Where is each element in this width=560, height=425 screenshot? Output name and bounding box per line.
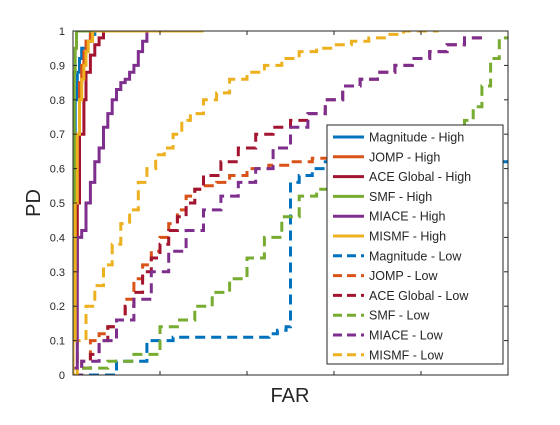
y-tick-label: 0.6 [50,164,65,176]
legend-box [326,124,504,365]
y-tick-label: 0.8 [50,95,65,107]
y-axis-label: PD [23,189,45,217]
legend-label-mismf-high: MISMF - High [369,230,446,244]
legend-label-jomp-low: JOMP - Low [369,269,439,283]
y-tick-label: 0.4 [50,232,65,244]
series-line-miace-low [73,36,482,375]
y-tick-label: 0 [59,370,65,382]
series-line-magnitude-low [73,160,508,375]
ticks-layer: 0 0.1 0.2 0.3 0.4 0.5 0.6 0.7 0.8 0.9 1 [50,26,509,382]
legend-label-jomp-high: JOMP - High [369,150,440,164]
y-tick-label: 1 [59,26,65,38]
legend-label-miace-low: MIACE - Low [369,329,444,343]
legend-label-smf-low: SMF - Low [369,309,430,323]
legend: Magnitude - High JOMP - High ACE Global - … [326,124,504,365]
y-tick-label: 0.2 [50,301,65,313]
y-tick-label: 0.7 [50,129,65,141]
y-tick-label: 0.1 [50,336,65,348]
y-tick-label: 0.9 [50,60,65,72]
legend-label-magnitude-high: Magnitude - High [369,131,464,145]
legend-items: Magnitude - High JOMP - High ACE Global - … [333,131,471,362]
legend-label-magnitude-low: Magnitude - Low [369,249,462,263]
legend-label-miace-high: MIACE - High [369,210,445,224]
legend-label-mismf-low: MISMF - Low [369,348,444,362]
legend-label-smf-high: SMF - High [369,190,432,204]
x-axis-label: FAR [271,385,310,407]
legend-label-ace-global-high: ACE Global - High [369,170,471,184]
y-tick-label: 0.3 [50,267,65,279]
series-line-smf-low [73,36,508,375]
series-line-miace-high [73,31,204,375]
legend-label-ace-global-low: ACE Global - Low [369,289,469,303]
y-tick-label: 0.5 [50,198,65,210]
